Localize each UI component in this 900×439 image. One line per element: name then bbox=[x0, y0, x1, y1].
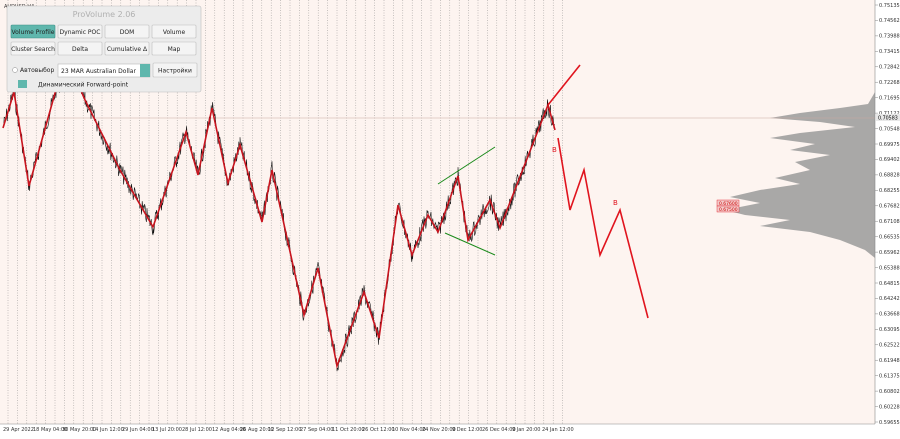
settings: Настройки bbox=[158, 68, 192, 75]
zigzag bbox=[2, 70, 556, 369]
price-label: 0.64242 bbox=[879, 296, 900, 302]
time-label: 27 Sep 04:00 bbox=[300, 427, 333, 433]
price-axis bbox=[875, 0, 900, 435]
price-label: 0.72842 bbox=[879, 65, 900, 71]
time-label: 9 Dec 12:00 bbox=[452, 427, 482, 433]
tool-button-label: Delta bbox=[72, 46, 88, 53]
tool-button-label: Dynamic POC bbox=[60, 29, 101, 36]
price-label: 0.75135 bbox=[879, 3, 900, 9]
time-label: 26 Aug 20:00 bbox=[240, 427, 274, 433]
current-price-box bbox=[876, 114, 900, 121]
price-label: 0.60228 bbox=[879, 404, 900, 410]
price-label: 0.73415 bbox=[879, 49, 900, 55]
panel-title: ProVolume 2.06 bbox=[73, 10, 136, 19]
price-label: 0.69975 bbox=[879, 142, 900, 148]
marker: B bbox=[613, 199, 618, 207]
time-label: 26 Oct 12:00 bbox=[362, 427, 395, 433]
tool-button-label: DOM bbox=[120, 29, 135, 36]
forward-point[interactable]: Динамический Forward-point bbox=[38, 82, 129, 89]
provolume-panel: ProVolume 2.06 Volume Profile Dynamic POC… bbox=[6, 5, 202, 93]
price-label: 0.67108 bbox=[879, 219, 900, 225]
price-label: 0.70548 bbox=[879, 126, 900, 132]
time-label: 11 Oct 20:00 bbox=[332, 427, 365, 433]
time-label: 10 Nov 04:00 bbox=[392, 427, 426, 433]
time-label: 24 Jan 12:00 bbox=[542, 427, 574, 433]
tool-button[interactable] bbox=[104, 24, 150, 39]
tool-button-label: Cluster Search bbox=[11, 46, 55, 53]
auto-select[interactable]: Автовыбор bbox=[20, 67, 54, 74]
price-label: 0.72268 bbox=[879, 80, 900, 86]
time-axis bbox=[0, 424, 875, 435]
time-label: 26 Dec 04:00 bbox=[482, 427, 516, 433]
price-label: 0.60802 bbox=[879, 389, 900, 395]
channel-bottom bbox=[444, 232, 496, 256]
price-label: 0.68255 bbox=[879, 188, 900, 194]
time-label: 18 May 04:00 bbox=[33, 427, 67, 433]
time-label: 29 Jun 04:00 bbox=[122, 427, 154, 433]
tool-button-label: Volume Profile bbox=[12, 29, 55, 36]
current-price: 0.70583 bbox=[878, 116, 898, 122]
tool-button-label: Map bbox=[168, 46, 181, 53]
time-label: 28 Jul 12:00 bbox=[182, 427, 212, 433]
price-label: 0.71695 bbox=[879, 95, 900, 101]
time-label: 29 Apr 2022 bbox=[3, 427, 34, 433]
level-label: 0.67500 bbox=[719, 207, 738, 213]
level-box bbox=[716, 205, 740, 213]
tool-button-label: Volume bbox=[163, 29, 186, 36]
checkbox[interactable] bbox=[18, 80, 27, 88]
time-label: 14 Jun 12:00 bbox=[92, 427, 124, 433]
volume-profile bbox=[725, 92, 875, 258]
time-label: 12 Aug 04:00 bbox=[212, 427, 246, 433]
price-label: 0.66535 bbox=[879, 234, 900, 240]
price-label: 0.61948 bbox=[879, 358, 900, 364]
radio[interactable] bbox=[12, 67, 18, 73]
tool-button[interactable] bbox=[151, 24, 197, 39]
price-label: 0.62522 bbox=[879, 343, 900, 349]
time-label: 24 Nov 20:00 bbox=[422, 427, 456, 433]
price-label: 0.69402 bbox=[879, 157, 900, 163]
price-label: 0.64815 bbox=[879, 281, 900, 287]
select-arrow[interactable] bbox=[140, 64, 150, 77]
marker: B bbox=[552, 146, 557, 154]
channel-top bbox=[437, 146, 496, 185]
price-label: 0.63668 bbox=[879, 312, 900, 318]
tool-button-label: Cumulative Δ bbox=[107, 46, 148, 53]
tool-button[interactable] bbox=[10, 24, 56, 39]
price-label: 0.71122 bbox=[879, 111, 900, 117]
tool-button[interactable] bbox=[57, 41, 103, 56]
time-label: 30 May 20:00 bbox=[62, 427, 96, 433]
price-label: 0.61375 bbox=[879, 373, 900, 379]
time-label: 12 Sep 12:00 bbox=[268, 427, 301, 433]
price-label: 0.65962 bbox=[879, 250, 900, 256]
level-label: 0.67600 bbox=[719, 201, 738, 207]
price-label: 0.74562 bbox=[879, 18, 900, 24]
settings-button[interactable] bbox=[152, 62, 198, 78]
price-label: 0.59655 bbox=[879, 420, 900, 426]
price-label: 0.63095 bbox=[879, 327, 900, 333]
time-label: 9 Jan 20:00 bbox=[512, 427, 540, 433]
tool-button[interactable] bbox=[151, 41, 197, 56]
price-label: 0.73988 bbox=[879, 34, 900, 40]
instrument: 23 MAR Australian Dollar bbox=[61, 68, 136, 75]
projection-down bbox=[557, 137, 649, 319]
tool-button[interactable] bbox=[10, 41, 56, 56]
price-label: 0.65388 bbox=[879, 265, 900, 271]
tool-button[interactable] bbox=[104, 41, 150, 56]
price-label: 0.67682 bbox=[879, 204, 900, 210]
tool-button[interactable] bbox=[57, 24, 103, 39]
time-label: 13 Jul 20:00 bbox=[152, 427, 182, 433]
projection-up bbox=[547, 64, 581, 106]
price-label: 0.68828 bbox=[879, 173, 900, 179]
